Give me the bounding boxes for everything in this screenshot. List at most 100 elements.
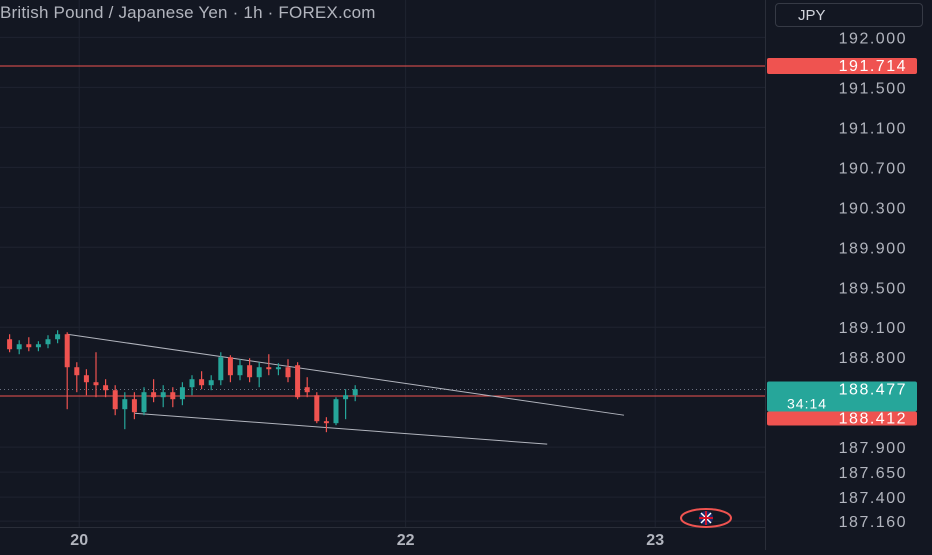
candle-body (218, 357, 224, 381)
flag-layer[interactable] (680, 508, 732, 528)
candle-body (122, 399, 128, 410)
current-price-label-bg (767, 381, 917, 412)
candle-body (285, 367, 291, 378)
y-tick-label: 187.400 (839, 490, 907, 507)
candle-body (256, 367, 262, 378)
candle-body (179, 387, 185, 400)
currency-badge[interactable]: JPY (775, 3, 923, 27)
candle (160, 385, 166, 408)
price-label-layer: 191.714 188.477 34:14 188.412 (767, 58, 917, 428)
candle-body (35, 344, 41, 348)
chart-title: British Pound / Japanese Yen · 1h · FORE… (0, 3, 376, 22)
candle-body (131, 399, 137, 413)
candle-body (314, 395, 320, 422)
candle (343, 389, 349, 420)
y-tick-label: 187.900 (839, 440, 907, 457)
candle-body (343, 395, 349, 400)
candle-body (247, 365, 253, 378)
price-axis[interactable]: 192.000 191.500 191.100 190.700 190.300 189.9… (839, 30, 907, 531)
candle-body (199, 379, 205, 386)
y-tick-label: 188.800 (839, 350, 907, 367)
candle-body (275, 367, 281, 370)
time-axis[interactable]: 20 22 23 (70, 532, 664, 549)
candle (122, 392, 128, 430)
candle-body (352, 389, 358, 396)
candle-body (26, 344, 32, 348)
grid-layer (0, 0, 766, 550)
x-tick-label: 23 (646, 532, 664, 549)
candle-body (83, 375, 89, 383)
candle (266, 354, 272, 376)
y-tick-label: 190.700 (839, 160, 907, 177)
x-tick-label: 20 (70, 532, 88, 549)
candle (55, 330, 61, 344)
candle-body (7, 339, 13, 350)
candle (275, 363, 281, 376)
y-tick-label: 189.900 (839, 240, 907, 257)
candle (314, 392, 320, 424)
x-tick-label: 22 (397, 532, 415, 549)
candle (64, 332, 70, 410)
candle (199, 371, 205, 390)
candle (218, 352, 224, 386)
candle-body (266, 367, 272, 370)
candle (256, 362, 262, 388)
candle-body (64, 334, 70, 368)
candle (141, 387, 147, 416)
candle (131, 392, 137, 420)
candle (112, 385, 118, 416)
candle (103, 379, 109, 398)
y-tick-label: 189.100 (839, 320, 907, 337)
candle (247, 358, 253, 383)
candle-body (160, 392, 166, 398)
candle (352, 385, 358, 402)
candle (208, 375, 214, 391)
candle (304, 377, 310, 398)
candle-body (93, 382, 99, 386)
candle-body (16, 344, 22, 350)
candle-layer (7, 330, 358, 433)
trendline (134, 412, 548, 445)
candle-body (45, 339, 51, 345)
candle-body (227, 357, 233, 376)
y-tick-label: 189.500 (839, 280, 907, 297)
candle (83, 369, 89, 396)
candle-body (323, 421, 329, 424)
candle (295, 362, 301, 400)
candle-body (170, 392, 176, 400)
event-marker-ring (680, 508, 732, 528)
bid-price-label-text: 188.412 (839, 411, 907, 428)
candle (285, 359, 291, 383)
candle-body (103, 385, 109, 391)
candle (26, 337, 32, 352)
candle-body (151, 392, 157, 398)
current-price-label-text: 188.477 (839, 382, 907, 399)
y-tick-label: 187.650 (839, 465, 907, 482)
candle-body (74, 367, 80, 376)
candle (179, 382, 185, 406)
candle-body (55, 334, 61, 340)
candle (7, 334, 13, 353)
candle-body (237, 365, 243, 376)
candle (227, 355, 233, 383)
candle (189, 375, 195, 396)
candle-body (141, 392, 147, 413)
candle (93, 352, 99, 398)
candle (237, 359, 243, 381)
y-tick-label: 192.000 (839, 30, 907, 47)
y-tick-label: 191.500 (839, 80, 907, 97)
candle (323, 417, 329, 433)
candle-body (333, 399, 339, 424)
trendline-layer (67, 333, 625, 445)
candle (45, 335, 51, 349)
candle-body (189, 379, 195, 388)
candle-body (304, 387, 310, 393)
candle (35, 341, 41, 352)
bid-price-label-bg (767, 411, 917, 426)
trendline (67, 333, 625, 416)
candle (170, 387, 176, 408)
y-tick-label: 191.100 (839, 120, 907, 137)
candle (74, 362, 80, 393)
candle (16, 340, 22, 355)
